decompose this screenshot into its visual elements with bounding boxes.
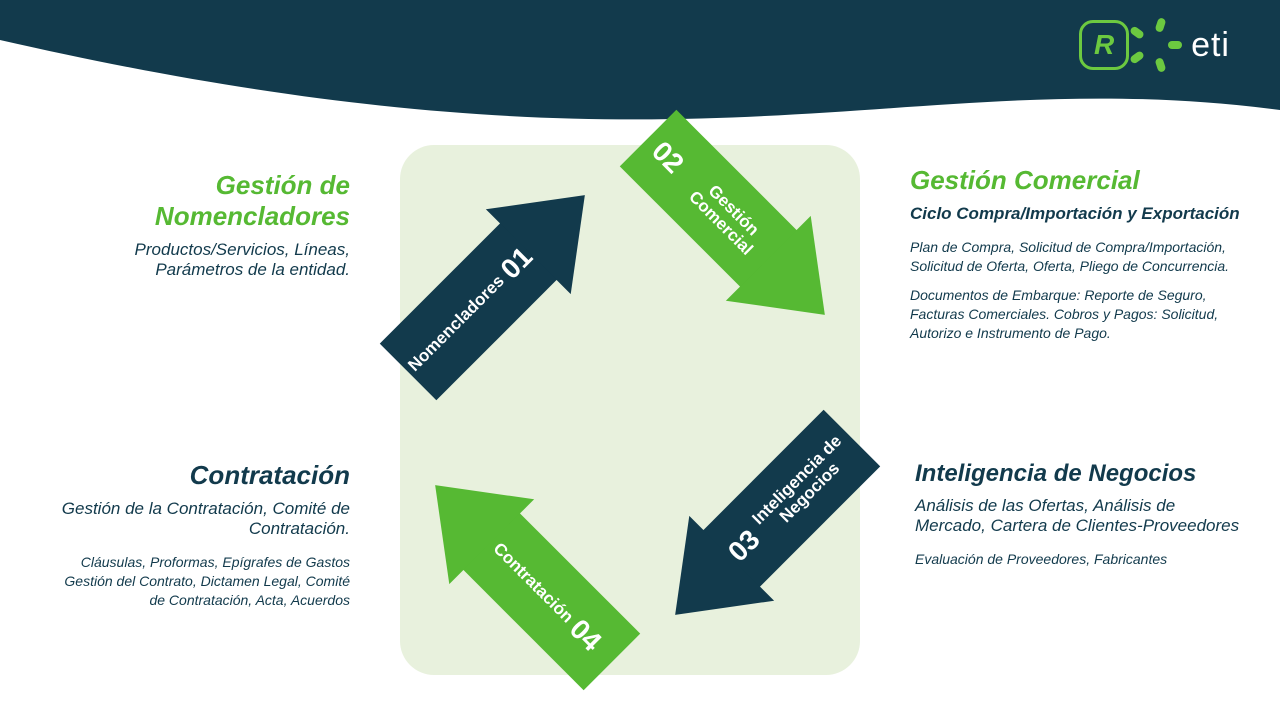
logo-eti: eti [1147, 26, 1230, 65]
section-subtitle: Análisis de las Ofertas, Análisis de Mer… [915, 496, 1245, 536]
slide: R eti Nomencladores 0102 Gestión Comerci… [0, 0, 1280, 720]
burst-icon [1147, 27, 1183, 63]
section-inteligencia: Inteligencia de Negocios Análisis de las… [915, 460, 1245, 579]
section-subtitle: Productos/Servicios, Líneas, Parámetros … [60, 240, 350, 280]
section-subtitle: Ciclo Compra/Importación y Exportación [910, 204, 1240, 224]
logo-group: R eti [1079, 20, 1230, 70]
section-contratacion: Contratación Gestión de la Contratación,… [50, 460, 350, 620]
section-detail: Documentos de Embarque: Reporte de Segur… [910, 286, 1240, 343]
section-gestion-comercial: Gestión Comercial Ciclo Compra/Importaci… [910, 165, 1240, 352]
logo-eti-text: eti [1191, 26, 1230, 65]
section-detail: Plan de Compra, Solicitud de Compra/Impo… [910, 238, 1240, 276]
section-nomencladores: Gestión de Nomencladores Productos/Servi… [60, 170, 350, 294]
section-subtitle: Gestión de la Contratación, Comité de Co… [50, 499, 350, 539]
logo-r-icon: R [1079, 20, 1129, 70]
section-detail: Cláusulas, Proformas, Epígrafes de Gasto… [50, 553, 350, 610]
section-title: Contratación [50, 460, 350, 491]
section-title: Gestión de Nomencladores [60, 170, 350, 232]
section-title: Gestión Comercial [910, 165, 1240, 196]
section-detail: Evaluación de Proveedores, Fabricantes [915, 550, 1245, 569]
section-title: Inteligencia de Negocios [915, 460, 1245, 488]
